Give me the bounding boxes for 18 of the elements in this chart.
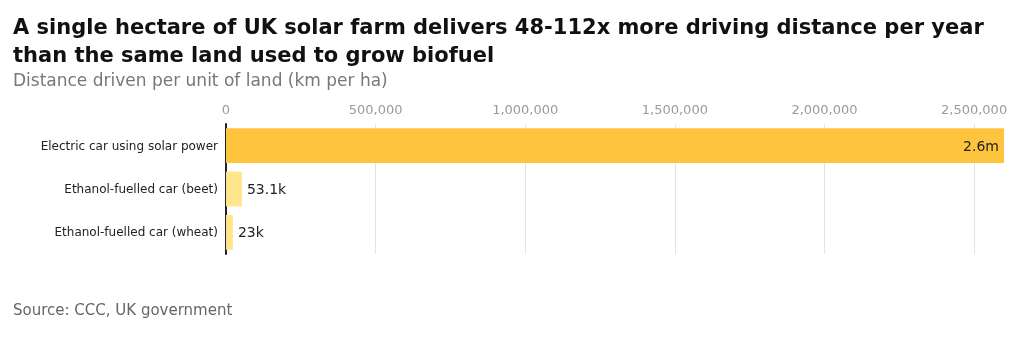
x-tick-label: 500,000: [348, 102, 403, 117]
data-label: 53.1k: [246, 181, 288, 197]
y-tick-label: Ethanol-fuelled car (beet): [64, 182, 218, 196]
data-label: 23k: [237, 224, 265, 241]
data-label: 2.6m: [963, 137, 999, 154]
source-note: Source: CCC, UK government: [13, 300, 233, 319]
x-tick-label: 2,500,000: [940, 102, 1008, 117]
x-tick-label: 1,500,000: [641, 102, 708, 117]
x-tick-label: 1,000,000: [492, 102, 559, 117]
x-tick-label: 2,000,000: [791, 102, 858, 117]
y-tick-label: Electric car using solar power: [40, 138, 219, 153]
chart-title: A single hectare of UK solar farm delivers 48-112x more driving distance per year than the same land used to grow biofuel: [13, 15, 992, 67]
bar: [226, 171, 242, 207]
bar: [226, 215, 233, 250]
bar: [226, 128, 1004, 163]
y-tick-label: Ethanol-fuelled car (wheat): [54, 225, 218, 240]
x-tick-label: 0: [221, 102, 231, 117]
chart-subtitle: Distance driven per unit of land (km per ha): [13, 69, 388, 90]
